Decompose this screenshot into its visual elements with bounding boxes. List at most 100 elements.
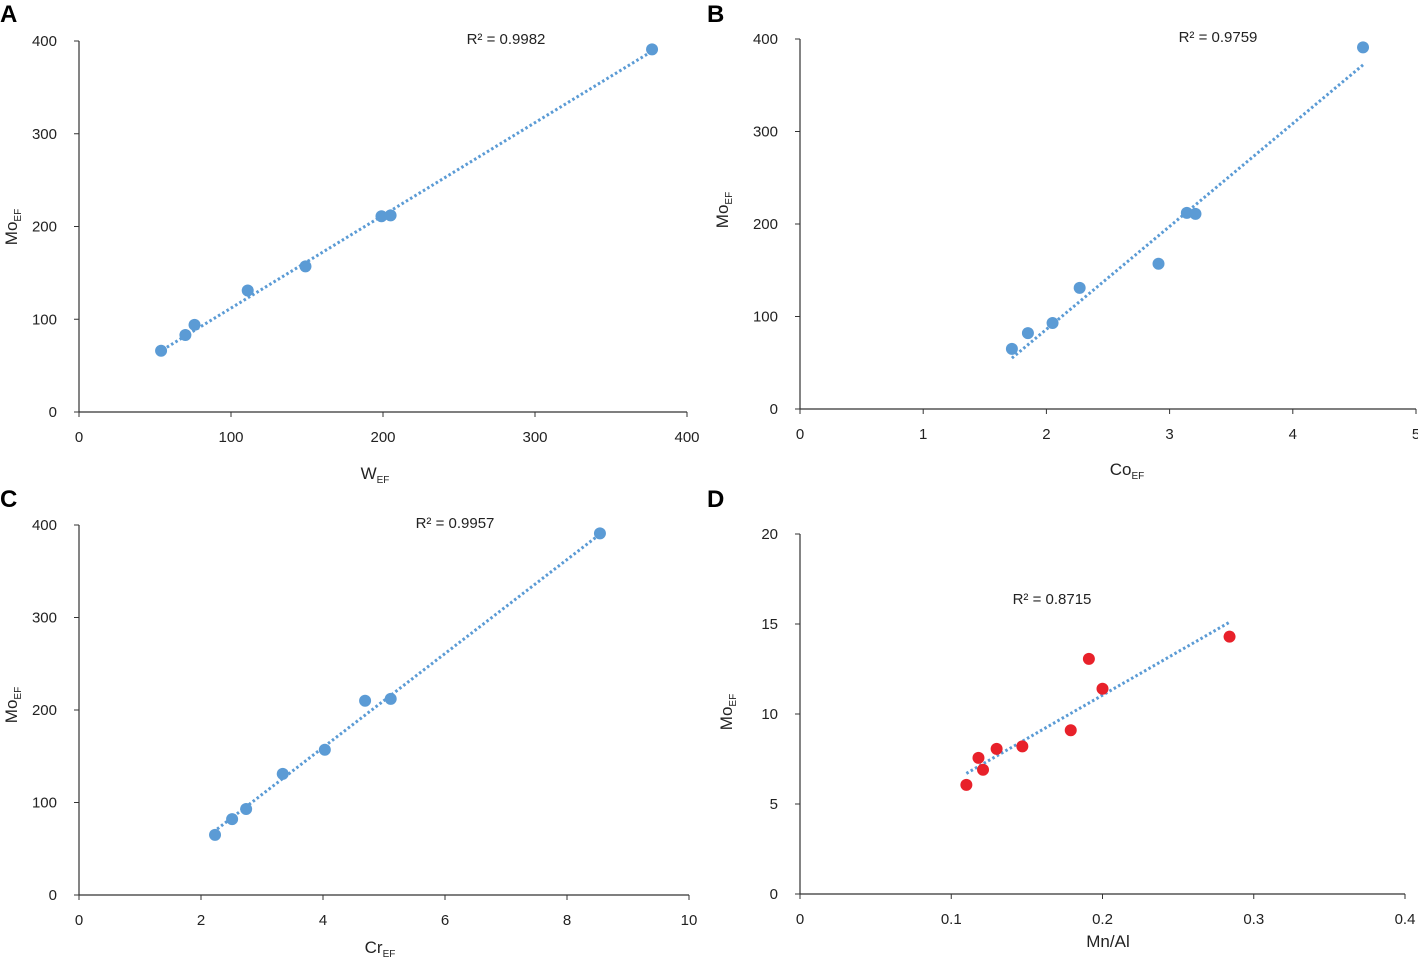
x-axis-title-sub: EF	[1131, 471, 1144, 482]
x-tick-label: 2	[197, 912, 205, 929]
data-point	[593, 527, 606, 540]
data-point	[155, 344, 168, 357]
data-point	[384, 209, 397, 222]
x-tick-label: 0.1	[941, 911, 962, 928]
y-axis-title-sub: EF	[724, 192, 735, 205]
x-tick-label: 1	[919, 426, 927, 443]
x-tick-label: 300	[522, 429, 547, 446]
y-tick-label: 300	[753, 124, 778, 141]
y-axis-title: MoEF	[717, 694, 739, 730]
y-tick-label: 0	[49, 887, 57, 904]
data-point	[1189, 207, 1202, 220]
y-axis-title-sub: EF	[13, 687, 24, 700]
data-point	[646, 43, 659, 56]
panel-letter: C	[0, 486, 17, 513]
data-point	[972, 751, 985, 764]
y-tick-label: 100	[32, 311, 57, 328]
x-axis-title-main: Mn/Al	[1086, 932, 1129, 951]
x-tick-label: 4	[1289, 426, 1297, 443]
x-tick-label: 0.3	[1243, 911, 1264, 928]
x-axis-title: WEF	[361, 464, 390, 486]
trendline	[965, 620, 1231, 775]
data-point	[299, 260, 312, 273]
y-axis-title-main: Mo	[717, 707, 736, 731]
x-tick-label: 0.4	[1395, 911, 1416, 928]
y-tick-label: 20	[761, 526, 778, 543]
x-tick-label: 6	[441, 912, 449, 929]
x-axis-title-sub: EF	[377, 475, 390, 486]
x-tick-label: 0	[796, 911, 804, 928]
x-tick-label: 2	[1042, 426, 1050, 443]
y-axis-title: MoEF	[2, 687, 24, 723]
data-point	[1082, 652, 1095, 665]
panel-letter: B	[707, 1, 724, 28]
x-axis-title-main: Cr	[365, 938, 383, 957]
x-axis-title-main: W	[361, 464, 377, 483]
y-axis-title-sub: EF	[13, 209, 24, 222]
y-axis-title-main: Mo	[2, 222, 21, 246]
x-tick-label: 200	[370, 429, 395, 446]
y-axis-title-main: Mo	[2, 700, 21, 724]
trendline	[161, 48, 655, 352]
data-point	[1223, 630, 1236, 643]
x-axis-title: CrEF	[365, 938, 396, 958]
data-point	[384, 692, 397, 705]
data-point	[241, 284, 254, 297]
y-tick-label: 5	[770, 796, 778, 813]
data-point	[318, 743, 331, 756]
y-tick-label: 200	[32, 219, 57, 236]
data-point	[1046, 316, 1059, 329]
r-squared-annotation: R² = 0.8715	[1013, 591, 1092, 608]
r-squared-annotation: R² = 0.9759	[1179, 29, 1258, 46]
data-point	[209, 828, 222, 841]
data-point	[1096, 682, 1109, 695]
data-point	[1021, 327, 1034, 340]
data-point	[990, 742, 1003, 755]
x-tick-label: 0	[75, 912, 83, 929]
panel-letter: D	[707, 486, 724, 513]
y-tick-label: 0	[770, 886, 778, 903]
data-point	[240, 802, 253, 815]
x-axis-title: CoEF	[1110, 460, 1145, 482]
data-point	[375, 210, 388, 223]
y-tick-label: 400	[32, 517, 57, 534]
data-point	[276, 767, 289, 780]
data-point	[1064, 724, 1077, 737]
y-tick-label: 0	[49, 404, 57, 421]
data-point	[1016, 740, 1029, 753]
y-tick-label: 200	[753, 216, 778, 233]
y-axis-title: MoEF	[713, 192, 735, 228]
y-tick-label: 200	[32, 702, 57, 719]
data-point	[960, 778, 973, 791]
x-tick-label: 5	[1412, 426, 1418, 443]
x-tick-label: 0.2	[1092, 911, 1113, 928]
data-point	[179, 329, 192, 342]
panel-letter: A	[0, 1, 17, 28]
x-tick-label: 4	[319, 912, 327, 929]
x-axis-title-sub: EF	[383, 949, 396, 958]
y-axis-title-main: Mo	[713, 205, 732, 229]
x-tick-label: 0	[796, 426, 804, 443]
data-point	[1357, 41, 1370, 54]
x-tick-label: 100	[218, 429, 243, 446]
panel-d: D 0 0.1 0.2 0.3 0.4 0 5 10 15 20 Mn/Al MoEF R² = 0.87…	[707, 486, 1415, 951]
y-tick-label: 300	[32, 126, 57, 143]
x-tick-label: 8	[563, 912, 571, 929]
y-axis-title-sub: EF	[728, 694, 739, 707]
y-tick-label: 10	[761, 706, 778, 723]
y-tick-label: 400	[753, 31, 778, 48]
data-point	[226, 813, 239, 826]
x-tick-label: 0	[75, 429, 83, 446]
data-point	[188, 318, 201, 331]
x-tick-label: 400	[674, 429, 699, 446]
data-point	[1005, 342, 1018, 355]
y-axis-title: MoEF	[2, 209, 24, 245]
x-tick-label: 10	[681, 912, 698, 929]
y-tick-label: 300	[32, 610, 57, 627]
data-point	[1152, 257, 1165, 270]
trendline	[212, 534, 599, 834]
